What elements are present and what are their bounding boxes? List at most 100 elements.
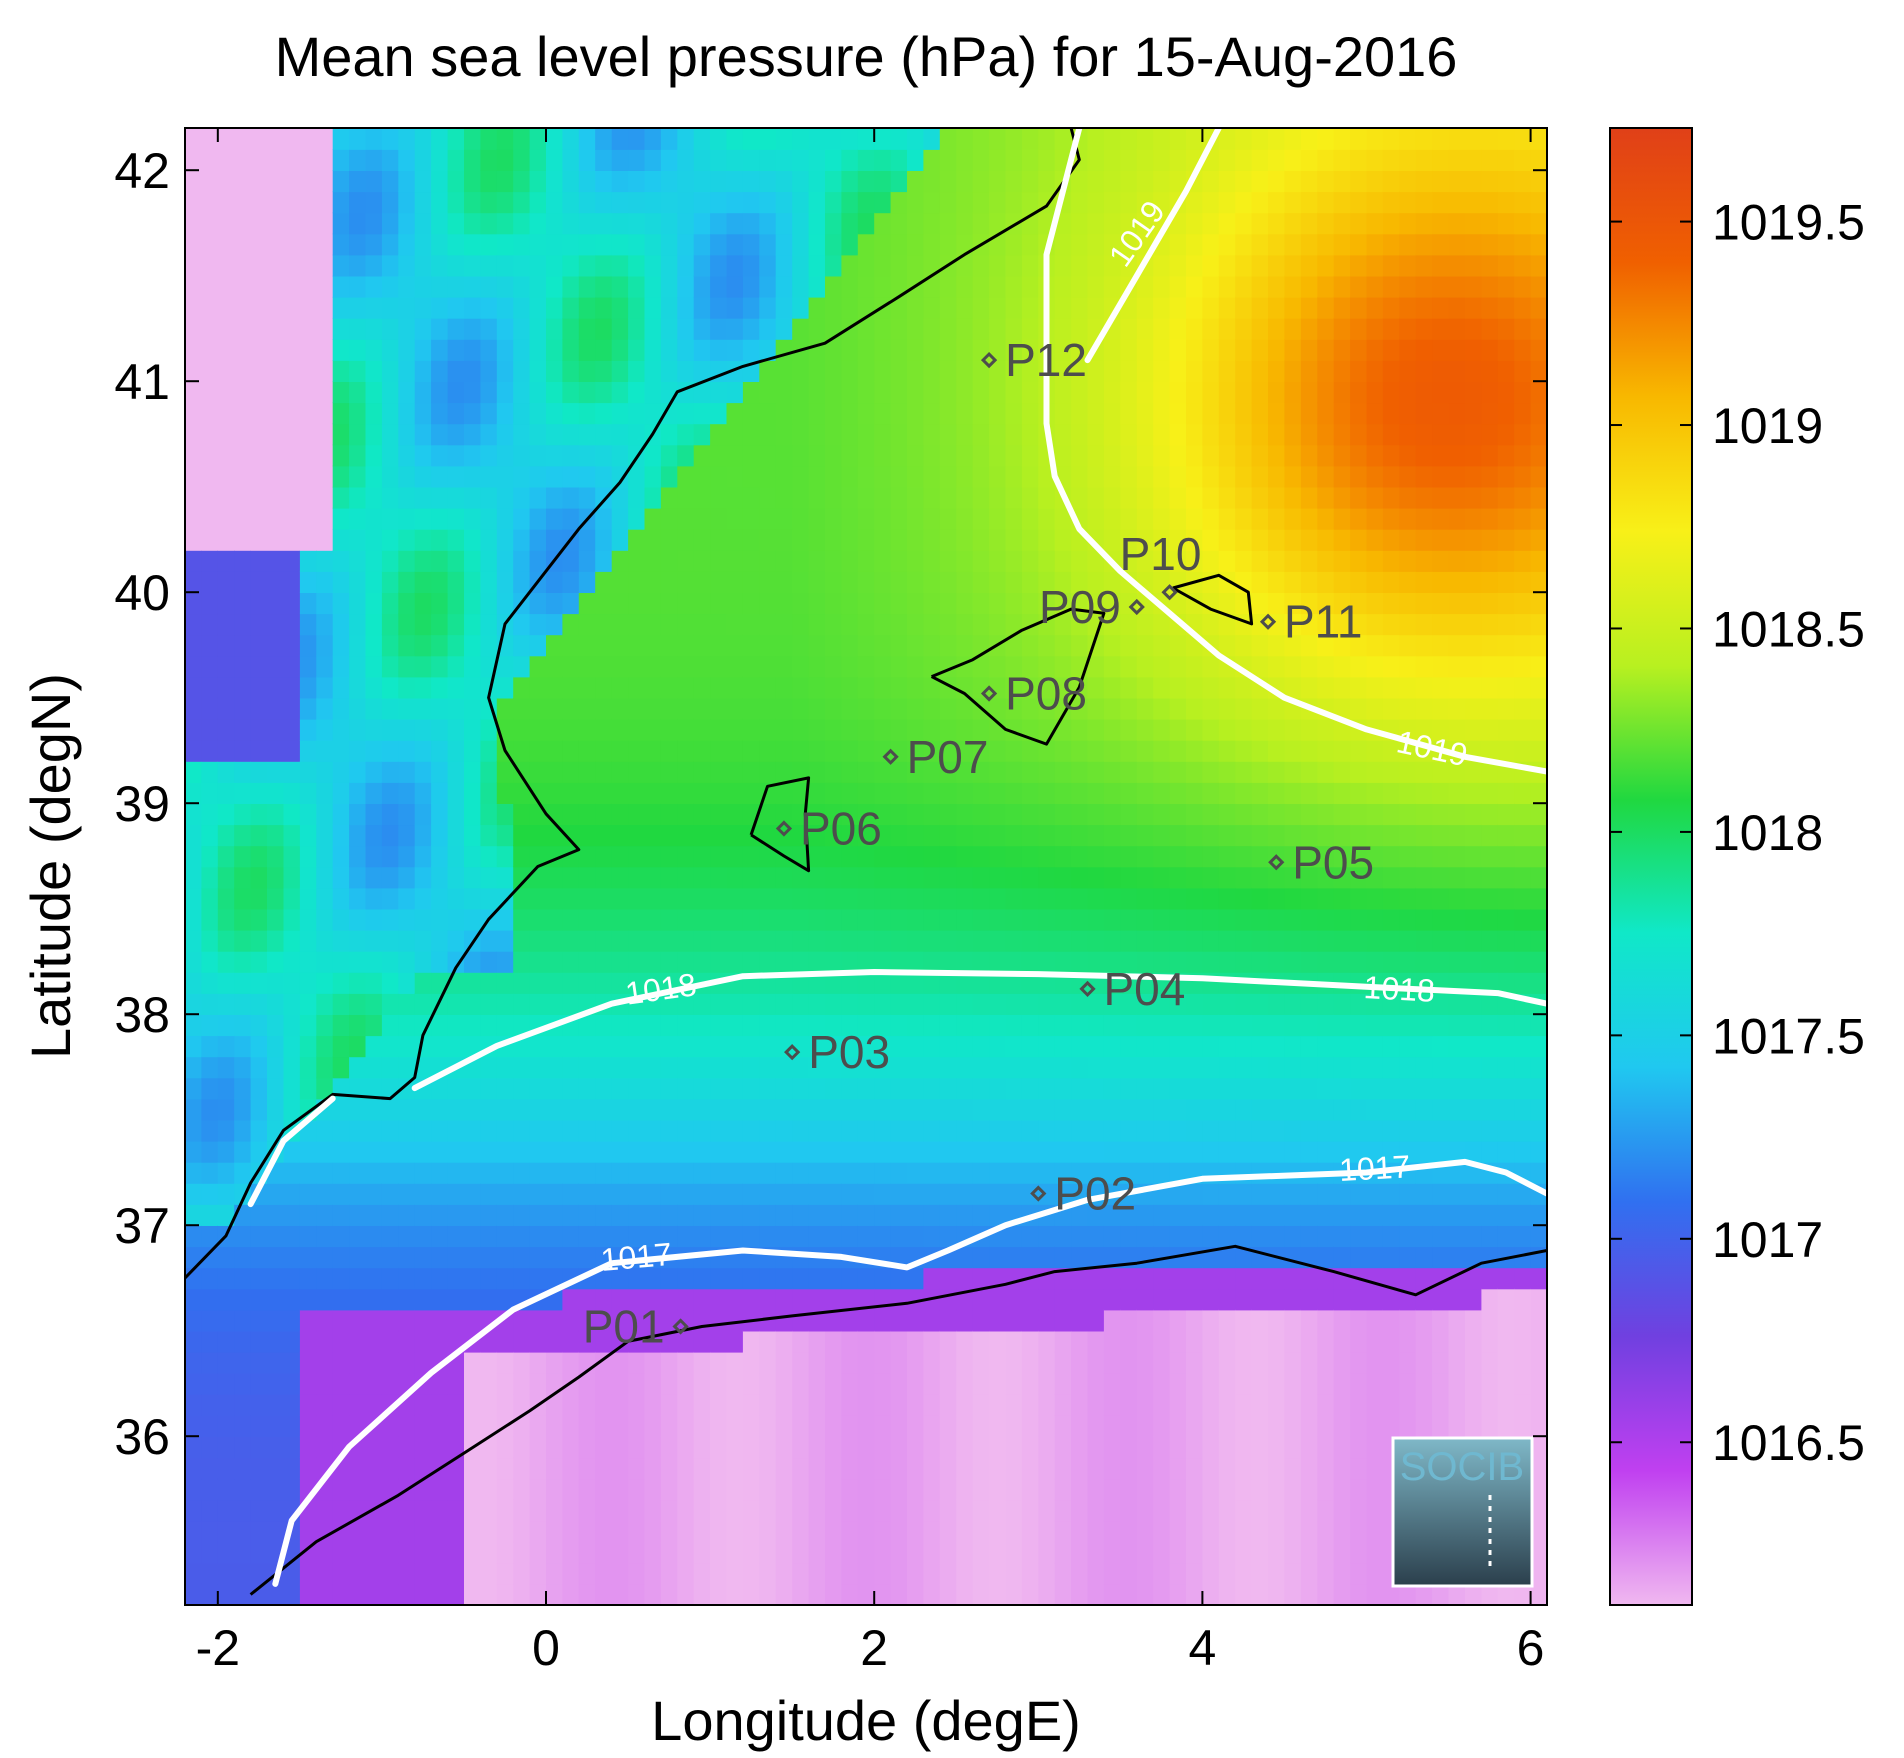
field-cell [1038,592,1056,615]
field-cell [578,528,596,551]
field-cell [578,845,596,868]
field-cell [578,655,596,678]
field-cell [217,1119,235,1142]
field-cell [1300,486,1319,509]
field-cell [644,1372,662,1395]
field-cell [841,929,859,952]
field-cell [546,676,564,699]
field-cell [989,360,1007,382]
field-cell [234,212,252,235]
field-cell [447,1394,465,1416]
field-cell [398,782,416,804]
field-cell [431,676,449,699]
field-cell [1054,1394,1072,1416]
field-cell [792,697,810,720]
field-cell [742,1077,761,1100]
field-cell [1202,1499,1220,1522]
field-cell [529,1204,547,1226]
field-cell [1218,972,1236,994]
field-cell [1333,1267,1351,1290]
field-cell [1153,676,1171,699]
field-cell [857,571,875,593]
field-cell [759,1140,777,1163]
field-cell [857,465,875,488]
field-cell [431,550,449,572]
field-cell [1317,1351,1335,1374]
field-cell [365,1098,383,1121]
field-cell [1284,212,1302,235]
field-cell [1005,972,1023,994]
field-cell [332,866,350,889]
field-cell [1202,1056,1220,1079]
field-cell [299,1457,318,1480]
field-cell [349,465,367,488]
field-cell [1038,486,1056,509]
field-cell [874,1499,892,1522]
field-cell [250,929,268,952]
field-cell [267,1415,285,1437]
field-cell [1169,1541,1187,1564]
field-cell [1169,1140,1187,1163]
field-cell [283,1309,301,1332]
field-cell [332,1478,350,1501]
field-cell [1317,908,1335,931]
field-cell [283,191,301,214]
field-cell [874,613,892,636]
field-cell [660,1035,679,1058]
field-cell [808,1351,826,1374]
field-cell [431,1140,449,1163]
field-cell [628,972,646,994]
field-cell [496,296,514,319]
field-cell [217,697,235,720]
field-cell [644,1014,662,1037]
field-cell [1021,1119,1040,1142]
field-cell [611,233,629,256]
field-cell [825,128,843,150]
field-cell [480,528,498,551]
field-cell [989,697,1007,720]
field-cell [283,1394,301,1416]
field-cell [447,275,465,298]
field-cell [907,528,925,551]
field-cell [1136,1394,1154,1416]
field-cell [825,972,843,994]
field-cell [496,993,514,1015]
field-cell [1218,1309,1236,1332]
field-cell [234,782,252,804]
field-cell [628,360,646,382]
field-cell [381,1246,400,1269]
field-cell [496,1330,514,1353]
field-cell [628,845,646,868]
field-cell [365,254,383,277]
field-cell [1120,444,1138,467]
field-cell [923,423,941,446]
field-cell [726,929,744,952]
field-cell [496,1204,514,1226]
field-cell [299,1035,318,1058]
field-cell [989,128,1007,150]
field-cell [185,550,203,572]
field-cell [693,866,711,889]
field-cell [939,1499,957,1522]
field-cell [250,803,268,826]
field-cell [1300,634,1319,657]
field-cell [595,1457,613,1480]
field-cell [1268,465,1286,488]
field-cell [972,803,990,826]
field-cell [611,1225,629,1248]
field-cell [1005,993,1023,1015]
field-cell [808,1415,826,1437]
field-cell [250,1520,268,1543]
field-cell [808,1140,826,1163]
field-cell [841,845,859,868]
field-cell [283,592,301,615]
field-cell [381,1351,400,1374]
field-cell [250,718,268,741]
field-cell [1202,929,1220,952]
field-cell [1005,1436,1023,1459]
field-cell [644,1204,662,1226]
field-cell [890,233,908,256]
field-cell [660,929,679,952]
field-cell [660,444,679,467]
field-cell [1021,170,1040,193]
